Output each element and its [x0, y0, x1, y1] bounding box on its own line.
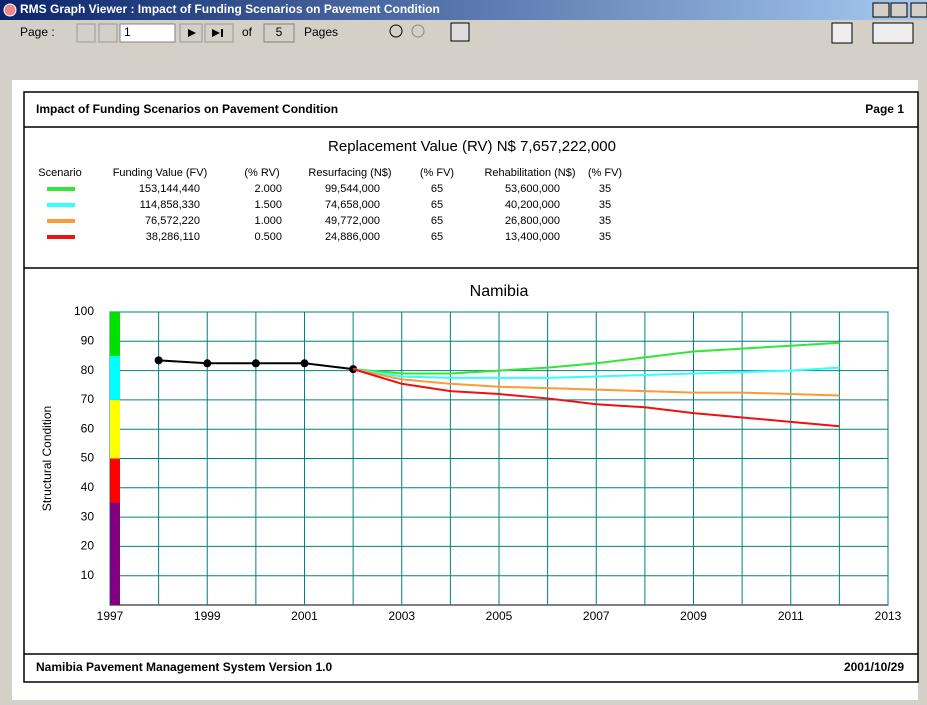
table-cell: 35 — [599, 183, 611, 195]
table-header: (% FV) — [588, 167, 622, 179]
pages-label: Pages — [304, 25, 338, 39]
condition-band — [110, 458, 120, 503]
exit-button[interactable] — [872, 22, 914, 44]
table-cell: 74,658,000 — [325, 199, 380, 211]
scenario-swatch — [47, 219, 75, 223]
x-tick-label: 2001 — [291, 609, 318, 623]
x-tick-label: 2011 — [778, 609, 804, 623]
table-cell: 13,400,000 — [505, 231, 560, 243]
report-title: Impact of Funding Scenarios on Pavement … — [36, 102, 338, 116]
table-cell: 2.000 — [254, 183, 282, 195]
title-bar — [0, 0, 927, 20]
print-button[interactable] — [831, 22, 853, 44]
table-cell: 35 — [599, 231, 611, 243]
x-tick-label: 2007 — [583, 609, 610, 623]
table-cell: 114,858,330 — [140, 199, 200, 211]
last-icon — [212, 29, 223, 37]
page-input[interactable] — [119, 23, 176, 43]
report-frame — [23, 91, 919, 683]
page-value: 1 — [124, 25, 131, 39]
window-title: RMS Graph Viewer : Impact of Funding Sce… — [20, 2, 440, 16]
y-tick-label: 20 — [81, 539, 95, 553]
zoom-in-button[interactable] — [389, 24, 403, 38]
table-cell: 65 — [431, 215, 443, 227]
table-cell: 0.500 — [254, 231, 282, 243]
total-pages: 5 — [276, 25, 283, 39]
x-tick-label: 2013 — [875, 609, 902, 623]
x-tick-label: 1999 — [194, 609, 221, 623]
y-tick-label: 80 — [81, 363, 95, 377]
y-tick-label: 50 — [81, 451, 95, 465]
marker — [203, 359, 212, 368]
footer-right: 2001/10/29 — [844, 660, 904, 674]
table-header: Rehabilitation (N$) — [484, 167, 575, 179]
maximize-button[interactable] — [890, 2, 908, 18]
y-tick-label: 30 — [81, 509, 95, 523]
condition-band — [110, 502, 120, 605]
table-cell: 24,886,000 — [325, 231, 380, 243]
chart-title: Namibia — [470, 283, 529, 300]
series-line — [352, 368, 840, 428]
scenario-swatch — [47, 235, 75, 239]
table-cell: 1.000 — [254, 215, 282, 227]
table-cell: 26,800,000 — [505, 215, 560, 227]
first-page-button[interactable] — [76, 23, 96, 43]
condition-band — [110, 399, 120, 459]
table-header: (% FV) — [420, 167, 454, 179]
table-cell: 65 — [431, 183, 443, 195]
x-tick-label: 1997 — [97, 609, 124, 623]
table-header: (% RV) — [244, 167, 279, 179]
marker — [251, 359, 260, 368]
table-cell: 1.500 — [254, 199, 282, 211]
report-page: Page 1 — [865, 102, 904, 116]
table-header: Resurfacing (N$) — [308, 167, 391, 179]
table-cell: 65 — [431, 231, 443, 243]
table-cell: 35 — [599, 199, 611, 211]
table-cell: 153,144,440 — [139, 183, 200, 195]
y-tick-label: 40 — [81, 480, 95, 494]
table-cell: 76,572,220 — [145, 215, 200, 227]
export-button[interactable] — [450, 22, 470, 42]
of-label: of — [242, 25, 253, 39]
table-header: Scenario — [38, 167, 81, 179]
table-cell: 38,286,110 — [146, 231, 200, 243]
series-line — [352, 366, 840, 379]
footer-left: Namibia Pavement Management System Versi… — [36, 660, 332, 674]
y-tick-label: 10 — [81, 568, 95, 582]
series-line — [353, 341, 840, 375]
table-cell: 35 — [599, 215, 611, 227]
y-tick-label: 60 — [81, 421, 95, 435]
table-cell: 99,544,000 — [325, 183, 380, 195]
table-cell: 49,772,000 — [325, 215, 380, 227]
y-axis-label: Structural Condition — [40, 406, 54, 511]
marker — [300, 359, 309, 368]
series-line — [352, 368, 840, 397]
page-label: Page : — [20, 25, 55, 39]
x-tick-label: 2009 — [680, 609, 707, 623]
condition-band — [110, 355, 120, 400]
prev-page-button[interactable] — [98, 23, 118, 43]
x-tick-label: 2003 — [388, 609, 415, 623]
zoom-out-button[interactable] — [411, 24, 425, 38]
x-tick-label: 2005 — [486, 609, 513, 623]
replacement-value: Replacement Value (RV) N$ 7,657,222,000 — [328, 138, 616, 155]
app-icon — [3, 3, 17, 17]
scenario-swatch — [47, 203, 75, 207]
condition-band — [110, 312, 120, 356]
y-tick-label: 100 — [74, 304, 94, 318]
close-button[interactable] — [910, 2, 927, 18]
table-cell: 65 — [431, 199, 443, 211]
y-tick-label: 90 — [81, 333, 95, 347]
table-header: Funding Value (FV) — [113, 167, 208, 179]
y-tick-label: 70 — [81, 392, 95, 406]
table-cell: 40,200,000 — [505, 199, 560, 211]
minimize-button[interactable] — [872, 2, 890, 18]
total-box — [263, 23, 295, 43]
marker — [154, 356, 163, 365]
next-icon — [188, 29, 196, 37]
scenario-swatch — [47, 187, 75, 191]
table-cell: 53,600,000 — [505, 183, 560, 195]
